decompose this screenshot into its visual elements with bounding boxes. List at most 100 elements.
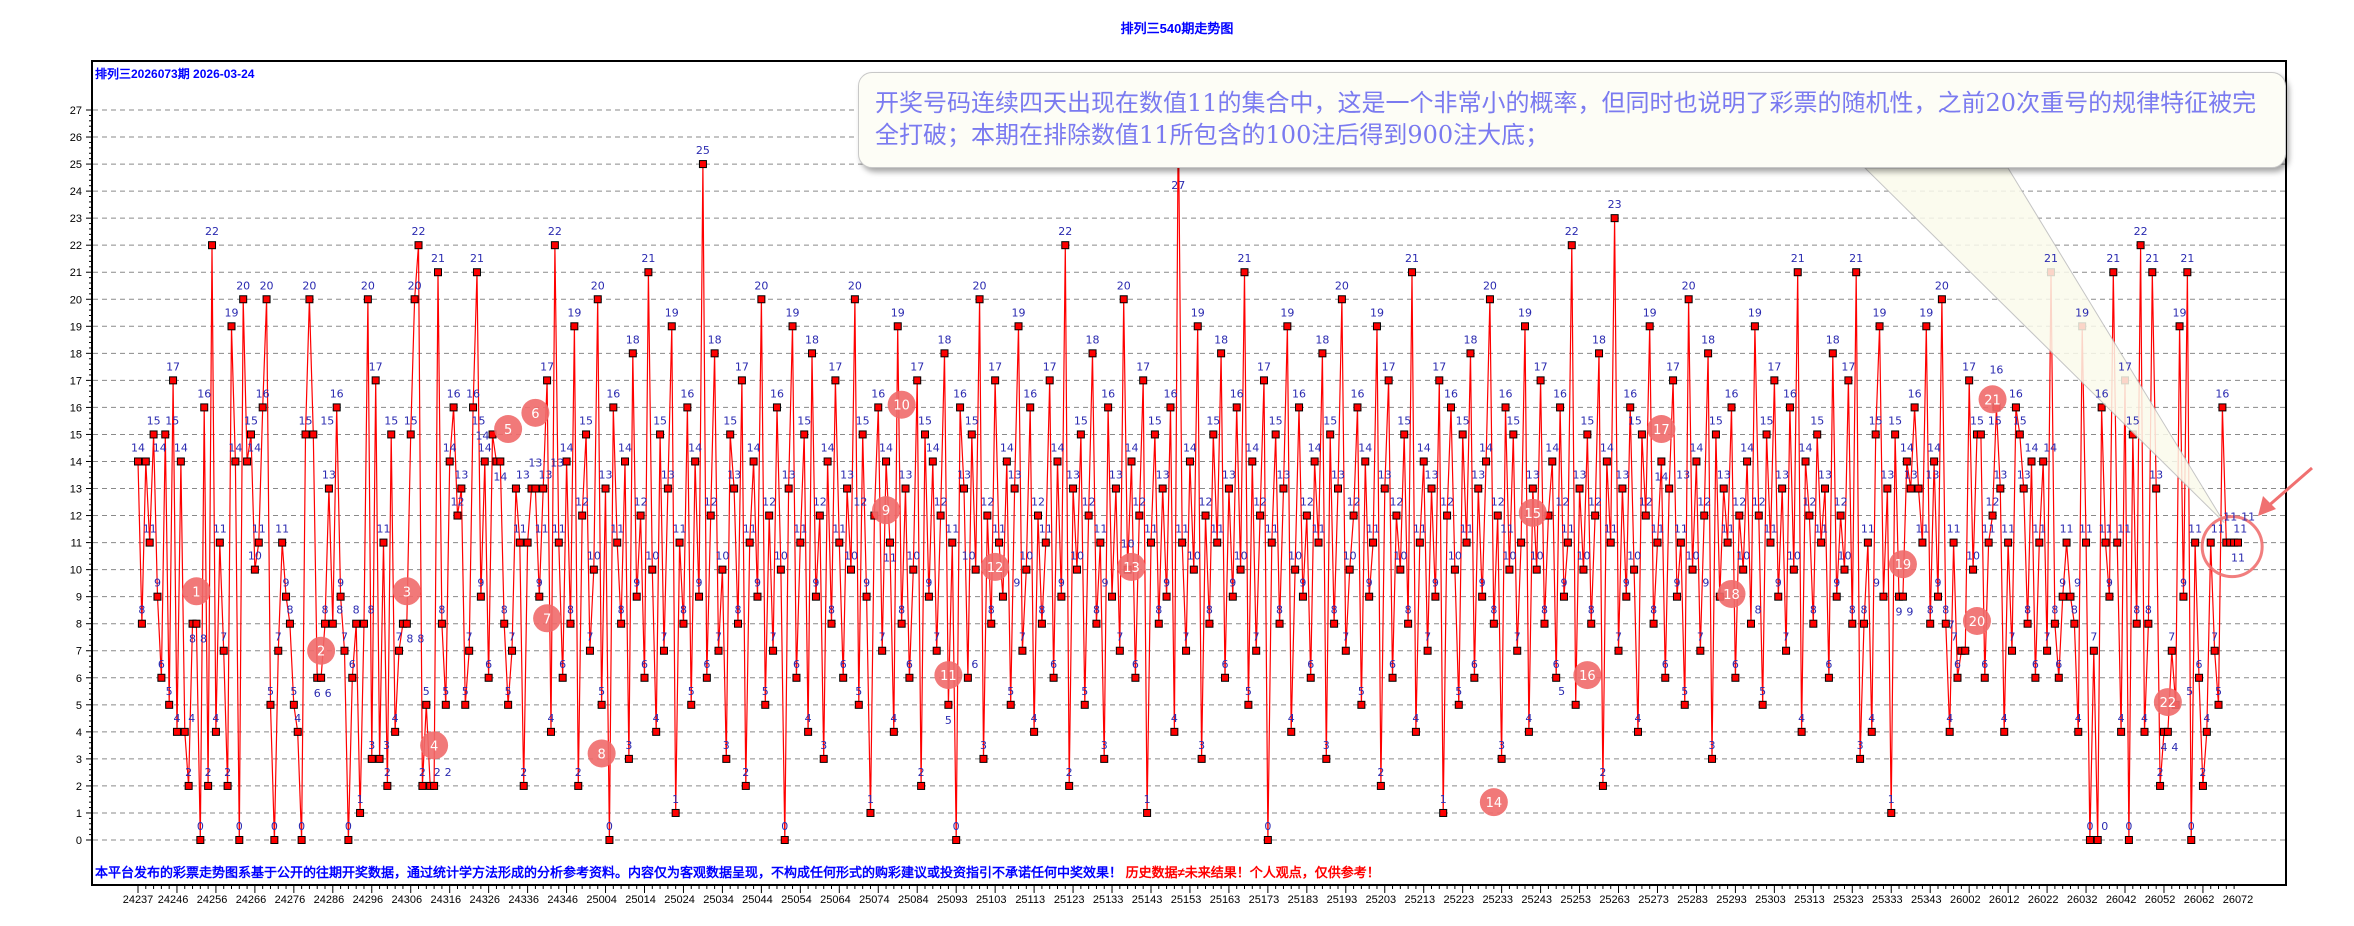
data-label: 8 — [828, 604, 835, 617]
data-point — [1119, 295, 1128, 304]
data-label: 11 — [2099, 523, 2113, 536]
y-tick-label: 7 — [76, 646, 82, 658]
data-label: 8 — [501, 604, 508, 617]
data-label: 7 — [2168, 631, 2175, 644]
data-label: 13 — [1818, 469, 1832, 482]
data-label: 13 — [1276, 469, 1290, 482]
marker-circle — [587, 739, 616, 768]
data-point — [2054, 673, 2063, 682]
data-label: 20 — [302, 279, 316, 292]
data-label: 15 — [1988, 414, 2002, 427]
y-tick-label: 2 — [76, 781, 82, 793]
data-point — [192, 619, 201, 628]
data-label: 15 — [1269, 414, 1283, 427]
data-point — [804, 727, 813, 736]
data-point — [800, 430, 809, 439]
data-label: 16 — [1292, 387, 1306, 400]
data-label: 8 — [2051, 604, 2058, 617]
data-point — [266, 700, 275, 709]
data-point — [1489, 619, 1498, 628]
data-point — [1657, 457, 1666, 466]
data-label: 21 — [2106, 252, 2120, 265]
data-label: 13 — [1425, 469, 1439, 482]
data-point — [991, 376, 1000, 385]
y-tick-label: 5 — [76, 700, 82, 712]
data-point — [1224, 484, 1233, 493]
data-label: 20 — [591, 279, 605, 292]
x-tick-label: 25064 — [820, 894, 851, 906]
data-label: 9 — [1906, 606, 1913, 619]
data-label: 12 — [1697, 496, 1711, 509]
marker-label: 22 — [2160, 696, 2177, 711]
x-tick-label: 25303 — [1755, 894, 1786, 906]
data-point — [1797, 727, 1806, 736]
data-point — [1201, 511, 1210, 520]
data-point — [1115, 646, 1124, 655]
data-label: 7 — [1424, 631, 1431, 644]
data-label: 9 — [1673, 577, 1680, 590]
data-label: 19 — [1919, 306, 1933, 319]
data-label: 15 — [1709, 414, 1723, 427]
annotation-marker: 10 — [887, 390, 916, 419]
data-point — [367, 754, 376, 763]
data-label: 0 — [2086, 820, 2093, 833]
data-label: 1 — [1888, 793, 1895, 806]
data-label: 9 — [1432, 577, 1439, 590]
data-point — [2124, 836, 2133, 844]
data-label: 13 — [550, 457, 564, 470]
data-point — [1922, 322, 1931, 331]
data-point — [1041, 538, 1050, 547]
series — [134, 106, 2242, 844]
arrow-head-icon — [2258, 496, 2276, 516]
data-label: 5 — [945, 714, 952, 727]
data-label: 15 — [1888, 414, 1902, 427]
data-point — [515, 538, 524, 547]
data-point — [1345, 565, 1354, 574]
data-point — [893, 322, 902, 331]
data-point — [301, 430, 310, 439]
data-point — [172, 727, 181, 736]
annotation-marker: 7 — [533, 604, 562, 633]
data-point — [508, 646, 517, 655]
data-point — [1065, 781, 1074, 790]
data-point — [905, 673, 914, 682]
data-label: 17 — [2118, 360, 2132, 373]
data-label: 19 — [567, 306, 581, 319]
y-tick-label: 6 — [76, 673, 82, 685]
data-point — [1766, 538, 1775, 547]
data-label: 10 — [1627, 550, 1641, 563]
data-point — [1906, 484, 1915, 493]
marker-circle — [307, 636, 336, 665]
data-label: 11 — [1604, 523, 1618, 536]
data-point — [324, 484, 333, 493]
data-point — [843, 484, 852, 493]
x-tick-label: 24276 — [275, 894, 306, 906]
data-point — [1536, 376, 1545, 385]
data-label: 15 — [244, 414, 258, 427]
data-label: 7 — [660, 631, 667, 644]
annotation-marker: 14 — [1479, 788, 1508, 817]
data-point — [2183, 268, 2192, 277]
data-label: 12 — [450, 496, 464, 509]
data-point — [1197, 754, 1206, 763]
data-point — [757, 295, 766, 304]
data-label: 22 — [1058, 225, 1072, 238]
data-point — [963, 673, 972, 682]
data-point — [979, 754, 988, 763]
data-point — [1595, 349, 1604, 358]
data-point — [180, 727, 189, 736]
data-label: 15 — [1074, 414, 1088, 427]
data-point — [1937, 295, 1946, 304]
data-point — [1337, 295, 1346, 304]
data-label: 8 — [1860, 604, 1867, 617]
data-label: 14 — [1740, 441, 1754, 454]
data-point — [1084, 511, 1093, 520]
data-point — [1898, 592, 1907, 601]
data-label: 5 — [1081, 685, 1088, 698]
data-point — [1563, 538, 1572, 547]
x-tick-label: 26022 — [2028, 894, 2059, 906]
data-label: 12 — [1082, 496, 1096, 509]
marker-circle — [1978, 385, 2007, 414]
data-point — [1630, 565, 1639, 574]
